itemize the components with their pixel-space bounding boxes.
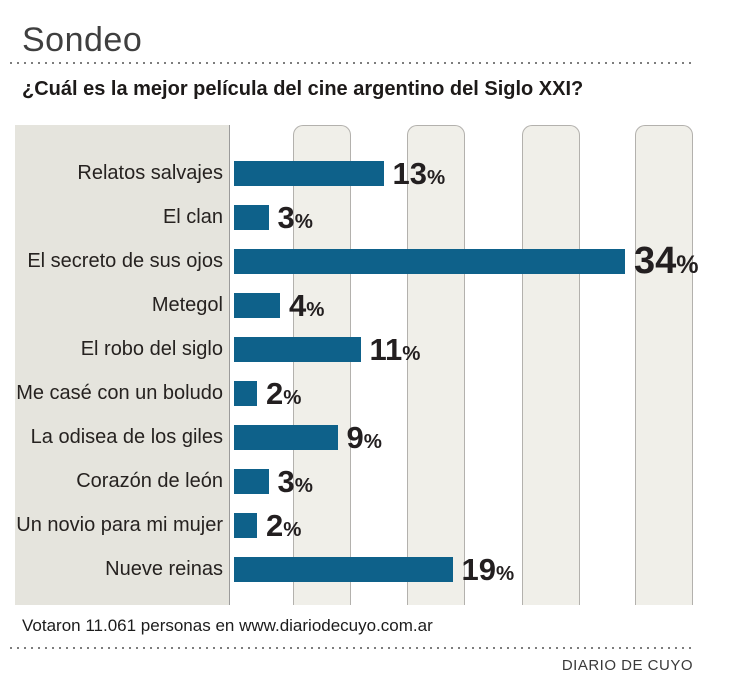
background-stripe <box>635 125 693 605</box>
chart-row: Metegol 4% <box>15 283 716 327</box>
category-label: Metegol <box>151 293 223 316</box>
bar-area: 4% <box>234 290 716 321</box>
value-number: 2 <box>266 375 284 411</box>
chart-row: El clan 3% <box>15 195 716 239</box>
chart-row: El robo del siglo 11% <box>15 327 716 371</box>
percent-sign: % <box>283 385 302 409</box>
value-number: 3 <box>277 199 295 235</box>
percent-sign: % <box>294 473 313 497</box>
chart-row: Un novio para mi mujer 2% <box>15 503 716 547</box>
value-bar <box>234 248 625 274</box>
chart-row: Nueve reinas 19% <box>15 547 716 591</box>
bar-area: 9% <box>234 422 716 453</box>
bar-area: 19% <box>234 554 716 585</box>
percent-sign: % <box>402 341 421 365</box>
background-stripe <box>522 125 580 605</box>
category-label: Un novio para mi mujer <box>16 513 223 536</box>
value-bar <box>234 512 257 538</box>
category-label: Relatos salvajes <box>77 161 223 184</box>
chart-row: Relatos salvajes 13% <box>15 151 716 195</box>
percent-sign: % <box>283 517 302 541</box>
category-label: Me casé con un boludo <box>16 381 223 404</box>
percent-sign: % <box>306 297 325 321</box>
category-label: El robo del siglo <box>80 337 223 360</box>
value-label: 3% <box>278 202 313 233</box>
bar-area: 2% <box>234 510 716 541</box>
value-number: 19 <box>461 551 496 587</box>
poll-question: ¿Cuál es la mejor película del cine arge… <box>22 78 584 100</box>
percent-sign: % <box>676 251 699 279</box>
page-title: Sondeo <box>22 21 143 59</box>
bar-area: 3% <box>234 466 716 497</box>
percent-sign: % <box>363 429 382 453</box>
chart-row: Me casé con un boludo 2% <box>15 371 716 415</box>
value-bar <box>234 380 257 406</box>
bar-area: 34% <box>234 242 716 280</box>
value-label: 34% <box>634 242 699 280</box>
value-number: 3 <box>277 463 295 499</box>
category-label: El clan <box>162 205 223 228</box>
top-divider <box>10 62 695 65</box>
value-label: 19% <box>462 554 515 585</box>
value-label: 2% <box>266 378 301 409</box>
value-number: 13 <box>392 155 427 191</box>
value-bar <box>234 160 384 186</box>
background-stripe <box>293 125 351 605</box>
chart-rows: Relatos salvajes 13% El clan 3% El secreto d… <box>15 125 716 591</box>
bottom-divider <box>10 647 695 650</box>
value-label: 13% <box>393 158 446 189</box>
chart-row: La odisea de los giles 9% <box>15 415 716 459</box>
percent-sign: % <box>426 165 446 189</box>
value-number: 2 <box>266 507 284 543</box>
category-label-panel <box>15 125 230 605</box>
value-label: 4% <box>289 290 324 321</box>
chart-row: Corazón de león 3% <box>15 459 716 503</box>
value-bar <box>234 556 453 582</box>
brand-name: DIARIO DE CUYO <box>561 657 693 674</box>
percent-sign: % <box>294 209 313 233</box>
value-label: 3% <box>278 466 313 497</box>
value-bar <box>234 204 269 230</box>
value-number: 34 <box>634 240 677 282</box>
percent-sign: % <box>495 561 515 585</box>
value-bar <box>234 424 338 450</box>
poll-bar-chart: Relatos salvajes 13% El clan 3% El secreto d… <box>15 125 716 605</box>
vote-count-note: Votaron 11.061 personas en www.diariodec… <box>22 616 433 635</box>
value-bar <box>234 292 280 318</box>
value-label: 11% <box>370 334 421 365</box>
category-label: El secreto de sus ojos <box>27 249 223 272</box>
category-label: Corazón de león <box>76 469 223 492</box>
background-stripe <box>407 125 465 605</box>
value-bar <box>234 468 269 494</box>
value-label: 9% <box>347 422 382 453</box>
category-label: Nueve reinas <box>105 557 223 580</box>
value-number: 4 <box>289 287 307 323</box>
bar-area: 2% <box>234 378 716 409</box>
bar-area: 3% <box>234 202 716 233</box>
bar-area: 11% <box>234 334 716 365</box>
chart-row: El secreto de sus ojos 34% <box>15 239 716 283</box>
value-bar <box>234 336 361 362</box>
category-label: La odisea de los giles <box>30 425 223 448</box>
bar-area: 13% <box>234 158 716 189</box>
value-number: 11 <box>369 331 403 367</box>
value-label: 2% <box>266 510 301 541</box>
value-number: 9 <box>346 419 364 455</box>
